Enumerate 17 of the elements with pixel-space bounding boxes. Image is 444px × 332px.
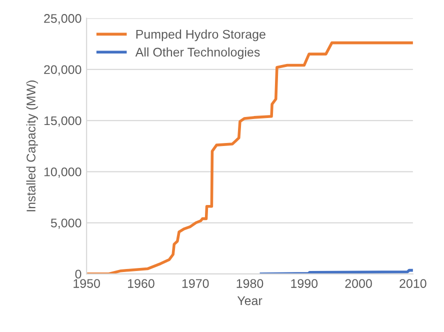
legend-label: All Other Technologies: [135, 47, 260, 60]
legend-label: Pumped Hydro Storage: [136, 30, 266, 42]
x-tick-label: 1950: [74, 279, 100, 288]
x-tick-label: 1960: [128, 279, 154, 288]
x-tick-label: 1970: [182, 279, 209, 288]
x-tick-label: 1990: [291, 279, 318, 288]
y-tick-label: 25,000: [44, 14, 82, 24]
y-tick-label: 20,000: [44, 65, 82, 76]
x-tick-label: 1980: [236, 279, 264, 288]
x-tick-label: 2000: [345, 279, 372, 288]
y-tick-label: 10,000: [44, 167, 82, 178]
y-tick-label: 5,000: [50, 218, 82, 229]
x-tick-label: 2010: [400, 279, 426, 288]
y-tick-label: 15,000: [44, 116, 82, 127]
x-axis-title: Year: [237, 296, 262, 306]
y-axis-title: Installed Capacity (MW): [26, 80, 38, 212]
y-tick-label: 0: [75, 270, 82, 279]
